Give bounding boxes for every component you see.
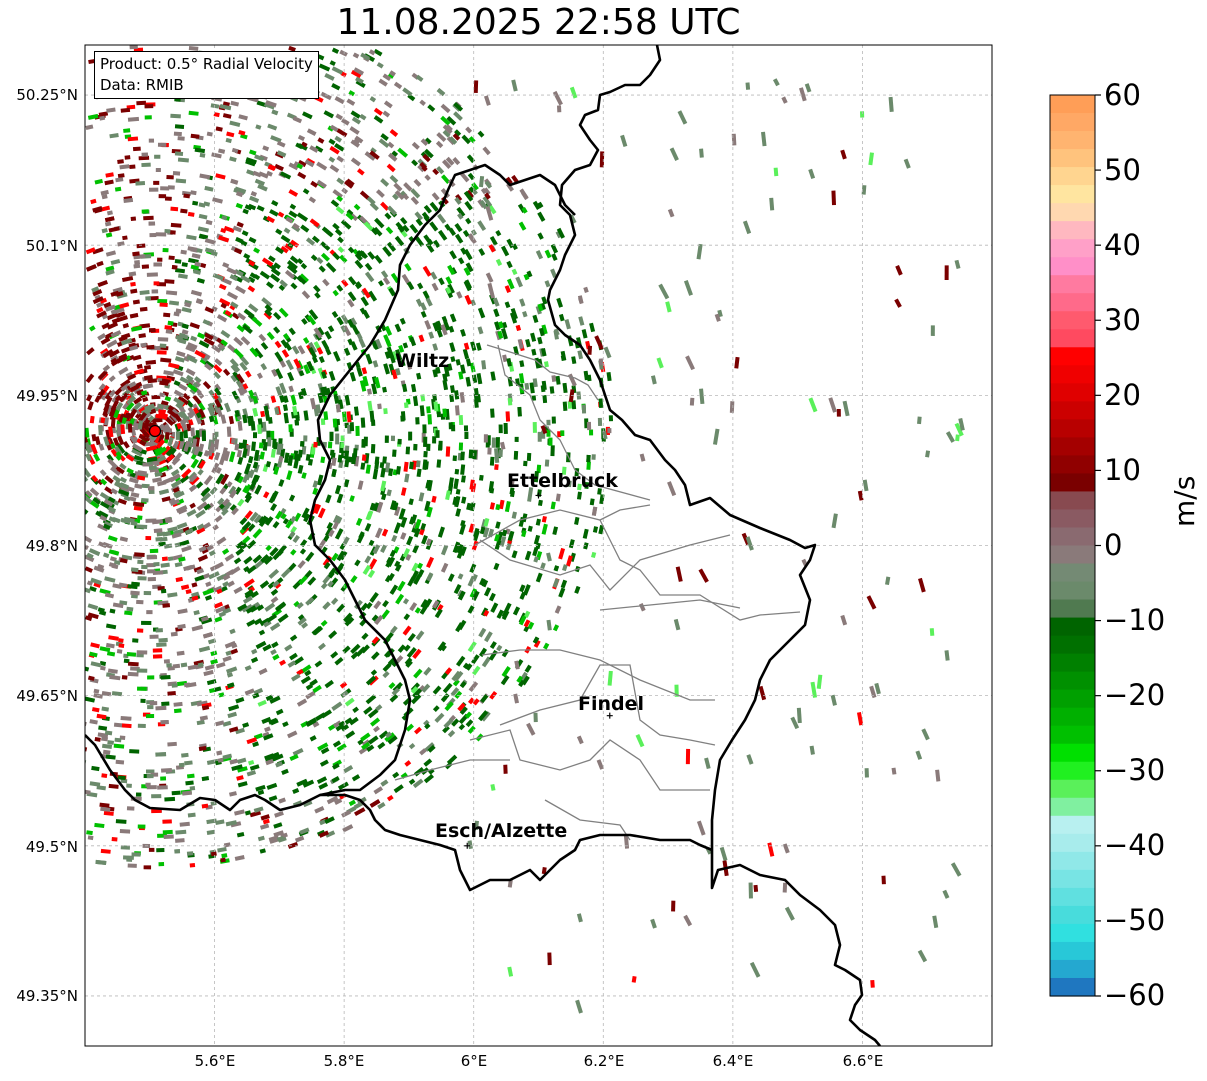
product-info-box: Product: 0.5° Radial Velocity Data: RMIB (94, 51, 319, 99)
colorbar-band (1050, 905, 1095, 925)
colorbar-band (1050, 671, 1095, 691)
city-label-wiltz: Wiltz (395, 350, 450, 372)
colorbar-band (1050, 779, 1095, 799)
colorbar-tick: −40 (1104, 828, 1166, 862)
city-marker (606, 712, 613, 719)
lat-tick-label: 50.1°N (25, 237, 78, 255)
colorbar-band (1050, 869, 1095, 889)
colorbar-band (1050, 977, 1095, 997)
city-label-findel: Findel (578, 693, 645, 715)
colorbar-band (1050, 419, 1095, 438)
colorbar-tick: 0 (1104, 528, 1123, 562)
colorbar-tick: −50 (1104, 903, 1166, 937)
lon-tick-label: 6.2°E (583, 1052, 625, 1070)
colorbar-band (1050, 203, 1095, 222)
colorbar-tick: −20 (1104, 678, 1166, 712)
lat-tick-label: 50.25°N (16, 86, 78, 104)
velocity-echoes (85, 45, 965, 1014)
colorbar-band (1050, 689, 1095, 709)
lon-tick-label: 6.4°E (712, 1052, 754, 1070)
colorbar-band (1050, 527, 1095, 547)
colorbar-band (1050, 437, 1095, 456)
colorbar-band (1050, 581, 1095, 601)
colorbar-band (1050, 743, 1095, 763)
lon-tick-label: 6°E (460, 1052, 488, 1070)
colorbar-band (1050, 383, 1095, 402)
colorbar-tick: 40 (1104, 228, 1141, 262)
colorbar-band (1050, 131, 1095, 150)
city-markers (464, 492, 613, 849)
lon-tick-label: 5.6°E (194, 1052, 236, 1070)
lat-tick-label: 49.8°N (25, 537, 78, 555)
colorbar-band (1050, 761, 1095, 781)
lat-tick-label: 49.65°N (16, 687, 78, 705)
colorbar-band (1050, 545, 1095, 565)
colorbar-tick: −10 (1104, 603, 1166, 637)
map-title: 11.08.2025 22:58 UTC (336, 2, 741, 43)
colorbar-band (1050, 707, 1095, 727)
colorbar-band (1050, 113, 1095, 132)
product-label: Product: 0.5° Radial Velocity (100, 55, 313, 73)
canton-borders (394, 344, 801, 841)
colorbar-band (1050, 95, 1095, 114)
colorbar-tick: 60 (1104, 78, 1141, 112)
colorbar-band (1050, 257, 1095, 276)
colorbar-band (1050, 491, 1095, 511)
colorbar-band (1050, 563, 1095, 583)
colorbar-band (1050, 329, 1095, 348)
colorbar-band (1050, 833, 1095, 853)
colorbar-band (1050, 365, 1095, 384)
colorbar-band (1050, 293, 1095, 312)
colorbar-band (1050, 617, 1095, 637)
lat-tick-label: 49.5°N (25, 838, 78, 856)
city-label-ettelbruck: Ettelbruck (507, 470, 618, 492)
colorbar-band (1050, 509, 1095, 529)
lat-tick-label: 49.95°N (16, 387, 78, 405)
colorbar-band (1050, 959, 1095, 979)
colorbar-band (1050, 185, 1095, 204)
colorbar-tick: 20 (1104, 378, 1141, 412)
lon-tick-label: 5.8°E (323, 1052, 365, 1070)
city-label-esch: Esch/Alzette (435, 820, 568, 842)
colorbar-band (1050, 239, 1095, 258)
colorbar-tick: 10 (1104, 453, 1141, 487)
colorbar-band (1050, 473, 1095, 493)
data-source-label: Data: RMIB (100, 76, 184, 94)
colorbar-band (1050, 347, 1095, 366)
colorbar-band (1050, 167, 1095, 186)
city-marker (464, 842, 471, 849)
colorbar-band (1050, 887, 1095, 907)
graticule (85, 45, 992, 1046)
colorbar-band (1050, 635, 1095, 655)
colorbar-band (1050, 311, 1095, 330)
country-borders (85, 45, 881, 1046)
colorbar-band (1050, 599, 1095, 619)
radar-site-marker (148, 424, 162, 438)
colorbar-band (1050, 221, 1095, 240)
colorbar-band (1050, 851, 1095, 871)
colorbar-band (1050, 275, 1095, 294)
colorbar-band (1050, 401, 1095, 420)
lon-tick-label: 6.6°E (842, 1052, 884, 1070)
colorbar-band (1050, 941, 1095, 961)
colorbar-tick: 30 (1104, 303, 1141, 337)
colorbar-band (1050, 725, 1095, 745)
lat-tick-label: 49.35°N (16, 987, 78, 1005)
city-marker (535, 492, 542, 499)
colorbar-band (1050, 149, 1095, 168)
colorbar-tick: 50 (1104, 153, 1141, 187)
colorbar-band (1050, 923, 1095, 943)
colorbar-tick: −60 (1104, 978, 1166, 1012)
colorbar-band (1050, 797, 1095, 817)
colorbar-unit-label: m/s (1168, 475, 1201, 527)
colorbar-band (1050, 455, 1095, 475)
colorbar-band (1050, 653, 1095, 673)
colorbar-band (1050, 815, 1095, 835)
colorbar-tick: −30 (1104, 753, 1166, 787)
